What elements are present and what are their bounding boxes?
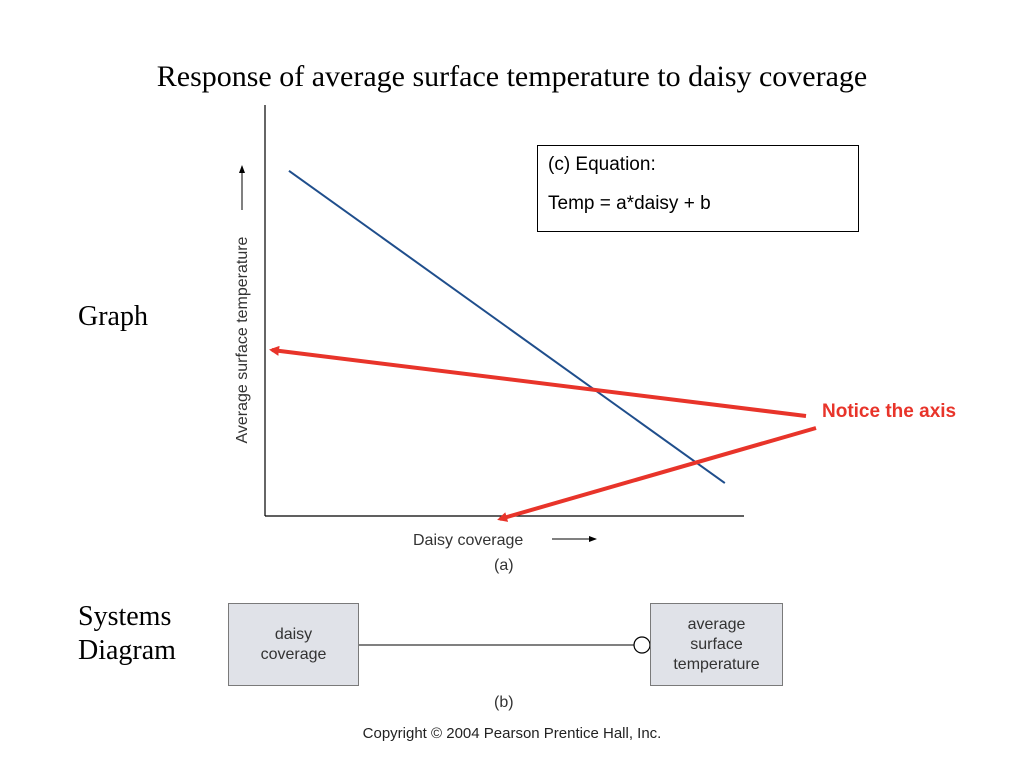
caption-b: (b) — [494, 694, 514, 711]
slide-title: Response of average surface temperature … — [156, 60, 868, 93]
equation-title: (c) Equation: — [548, 154, 656, 175]
average-surface-temperature-box: average surface temperature — [650, 603, 783, 686]
notice-axis-annotation: Notice the axis — [822, 401, 957, 422]
annotation-arrow-x-axis — [497, 426, 817, 522]
temp-box-line1: average — [687, 615, 746, 633]
systems-diagram-label: Systems Diagram — [78, 600, 176, 667]
temp-box-line3: temperature — [673, 655, 760, 673]
systems-label-line1: Systems — [78, 601, 172, 632]
daisy-box-line2: coverage — [260, 645, 327, 663]
equation-formula: Temp = a*daisy + b — [548, 193, 711, 214]
series-line — [288, 169, 726, 484]
daisy-box-line1: daisy — [274, 625, 313, 643]
daisy-coverage-box: daisy coverage — [228, 603, 359, 686]
copyright-notice: Copyright © 2004 Pearson Prentice Hall, … — [362, 725, 662, 742]
equation-box: (c) Equation: Temp = a*daisy + b — [537, 145, 859, 232]
caption-a: (a) — [494, 557, 514, 574]
x-axis-label: Daisy coverage — [413, 532, 523, 549]
systems-label-line2: Diagram — [78, 634, 176, 666]
graph-label: Graph — [78, 301, 148, 332]
annotation-arrow-y-axis — [269, 345, 807, 418]
temp-box-line2: surface — [690, 635, 743, 653]
negative-link-circle — [633, 636, 651, 654]
y-axis-label: Average surface temperature — [234, 236, 251, 443]
